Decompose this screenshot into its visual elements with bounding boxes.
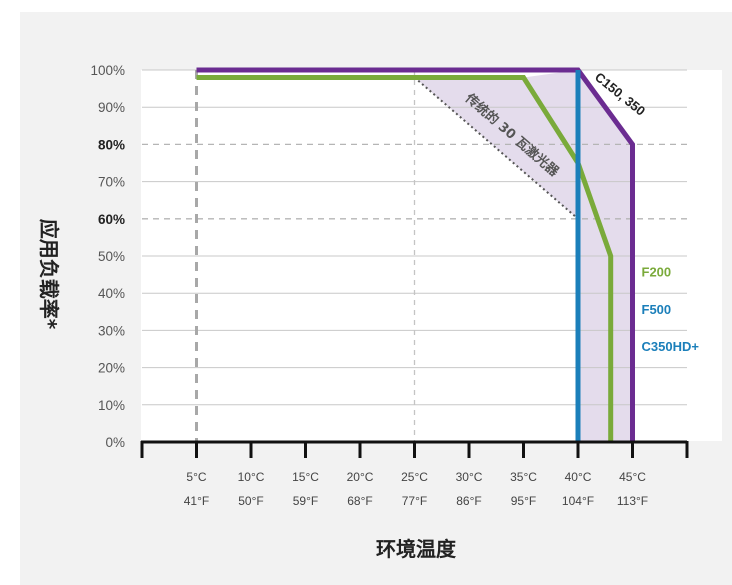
y-tick-label: 90% <box>98 100 125 115</box>
series-line-c150-350 <box>196 67 635 442</box>
x-tick-label-f: 59°F <box>293 494 318 508</box>
x-tick-label-f: 41°F <box>184 494 209 508</box>
y-tick-label: 10% <box>98 398 125 413</box>
x-tick-label-c: 30°C <box>456 470 483 484</box>
y-tick-label: 70% <box>98 175 125 190</box>
x-tick-label-c: 20°C <box>347 470 374 484</box>
x-tick-label-c: 45°C <box>619 470 646 484</box>
x-tick-label-c: 15°C <box>292 470 319 484</box>
y-tick-label: 50% <box>98 249 125 264</box>
annotation-line <box>413 76 579 220</box>
series-label-c350hd: C350HD+ <box>642 339 700 354</box>
x-tick-label-c: 5°C <box>186 470 206 484</box>
y-tick-label: 40% <box>98 286 125 301</box>
series-layer <box>196 67 635 442</box>
axis-layer: 0% 10% 20% 30% 40% 50% 60% 70% 80% 90% 100% 5°C 41°F… <box>90 63 689 508</box>
y-tick-label: 20% <box>98 361 125 376</box>
chart-panel: 0% 10% 20% 30% 40% 50% 60% 70% 80% 90% 100% 5°C 41°F… <box>20 12 732 585</box>
y-tick-label: 0% <box>105 435 125 450</box>
x-tick-label-c: 35°C <box>510 470 537 484</box>
x-tick-label-f: 104°F <box>562 494 594 508</box>
chart-svg: 0% 10% 20% 30% 40% 50% 60% 70% 80% 90% 100% 5°C 41°F… <box>37 63 722 561</box>
x-tick-label-c: 25°C <box>401 470 428 484</box>
y-tick-label: 100% <box>90 63 125 78</box>
x-tick-label-c: 10°C <box>238 470 265 484</box>
y-axis-title: 应用负载率* <box>37 219 61 330</box>
y-tick-label: 80% <box>98 137 125 152</box>
series-label-f200: F200 <box>642 265 672 280</box>
x-tick-label-f: 113°F <box>617 494 648 508</box>
x-tick-label-f: 86°F <box>456 494 481 508</box>
x-axis-title: 环境温度 <box>376 537 457 561</box>
y-tick-label: 60% <box>98 212 125 227</box>
series-label-f500: F500 <box>642 302 672 317</box>
x-tick-label-f: 95°F <box>511 494 536 508</box>
x-tick-label-f: 68°F <box>347 494 372 508</box>
x-tick-label-f: 77°F <box>402 494 427 508</box>
x-tick-label-c: 40°C <box>565 470 592 484</box>
y-tick-label: 30% <box>98 323 125 338</box>
x-tick-label-f: 50°F <box>238 494 263 508</box>
